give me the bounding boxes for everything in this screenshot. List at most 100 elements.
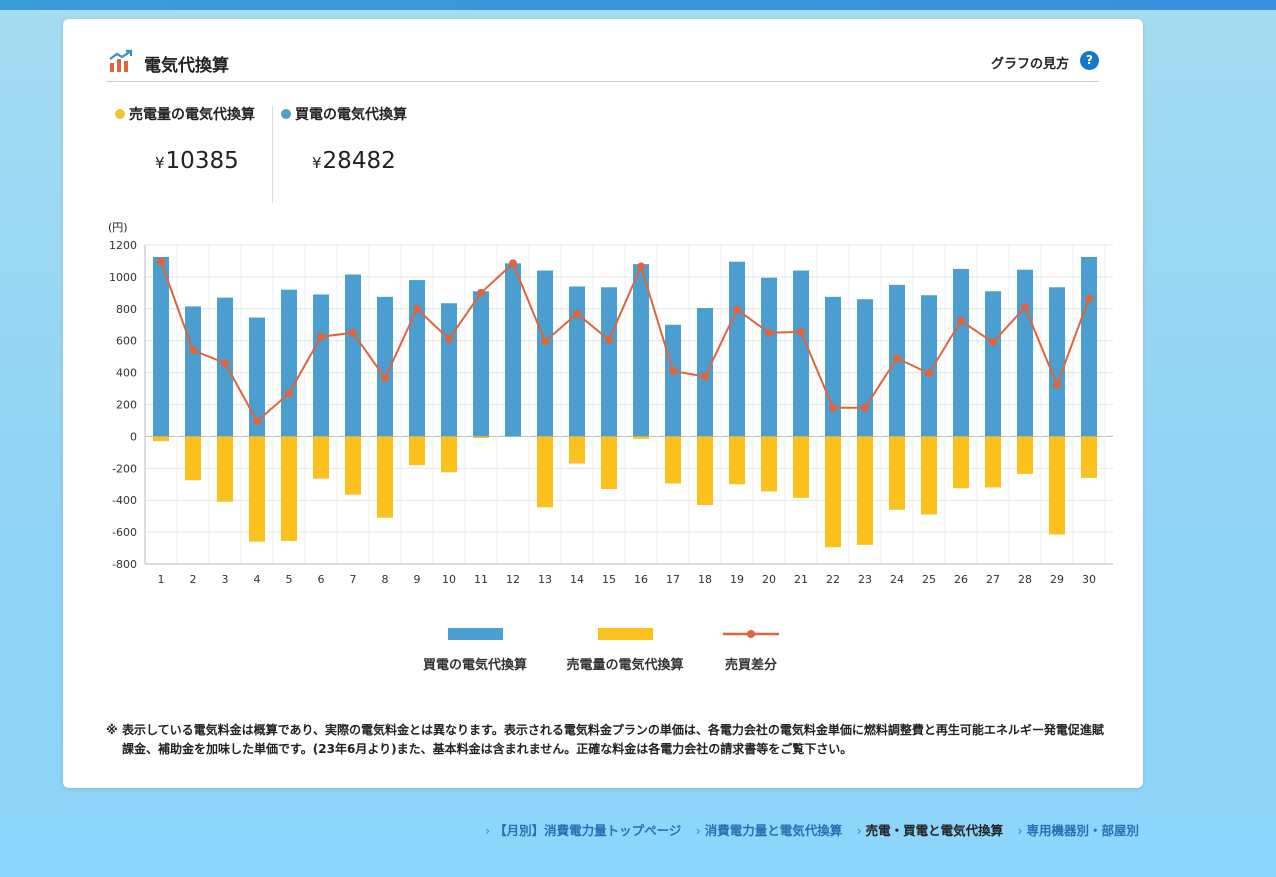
x-tick-label: 8 <box>382 573 389 586</box>
x-tick-label: 28 <box>1018 573 1032 586</box>
diff-point <box>893 354 901 363</box>
legend-buy[interactable]: 買電の電気代換算 <box>420 624 530 673</box>
x-tick-label: 10 <box>442 573 456 586</box>
breadcrumb-device-room[interactable]: › 専用機器別・部屋別 <box>1017 823 1139 838</box>
buy-bar <box>921 295 937 437</box>
breadcrumb-sell-buy-current: › 売電・買電と電気代換算 <box>856 823 1004 838</box>
buy-bar <box>185 306 201 437</box>
help-icon[interactable]: ? <box>1080 51 1099 70</box>
sell-bar <box>217 436 233 502</box>
legend-sell[interactable]: 売電量の電気代換算 <box>560 624 690 673</box>
x-tick-label: 17 <box>666 573 680 586</box>
sell-bar <box>249 436 265 542</box>
diff-point <box>925 369 933 378</box>
legend-sell-swatch <box>597 628 653 640</box>
card-header: 電気代換算 グラフの見方 ? <box>106 47 1099 82</box>
summary-divider <box>272 106 273 203</box>
graph-help-link[interactable]: グラフの見方 <box>990 57 1069 72</box>
buy-bar <box>281 289 297 437</box>
legend-diff[interactable]: 売買差分 <box>716 624 786 673</box>
x-tick-label: 23 <box>858 573 872 586</box>
sell-bar <box>185 436 201 481</box>
buy-bar <box>441 303 457 437</box>
sell-summary: 売電量の電気代換算 ¥10385 <box>115 104 265 204</box>
buy-summary-label: 買電の電気代換算 <box>281 104 431 124</box>
sell-summary-value: ¥10385 <box>155 148 239 174</box>
x-tick-label: 15 <box>602 573 616 586</box>
buy-bar <box>761 277 777 437</box>
sell-bar <box>825 436 841 548</box>
sell-bar <box>537 436 553 508</box>
sell-bar <box>409 436 425 466</box>
x-tick-label: 13 <box>538 573 552 586</box>
diff-point <box>1021 303 1029 312</box>
diff-point <box>573 309 581 318</box>
sell-bar <box>921 436 937 515</box>
x-tick-label: 5 <box>286 573 293 586</box>
buy-bar <box>537 270 553 437</box>
y-tick-label: 400 <box>116 367 137 380</box>
legend-buy-swatch <box>447 628 503 640</box>
breadcrumb-consumption-cost[interactable]: › 消費電力量と電気代換算 <box>695 823 843 838</box>
disclaimer-note: ※ 表示している電気料金は概算であり、実際の電気料金とは異なります。表示される電… <box>106 723 1104 756</box>
diff-point <box>989 338 997 347</box>
diff-point <box>1053 380 1061 389</box>
x-tick-label: 2 <box>190 573 197 586</box>
buy-summary: 買電の電気代換算 ¥28482 <box>281 104 431 204</box>
x-tick-label: 7 <box>350 573 357 586</box>
buy-bar <box>665 324 681 437</box>
x-tick-label: 21 <box>794 573 808 586</box>
sell-bar <box>601 436 617 490</box>
buy-bar <box>409 280 425 437</box>
buy-bar <box>345 274 361 437</box>
sell-bar <box>953 436 969 489</box>
diff-point <box>957 316 965 325</box>
x-tick-label: 4 <box>254 573 261 586</box>
sell-bar <box>473 436 489 438</box>
x-tick-label: 9 <box>414 573 421 586</box>
x-tick-label: 26 <box>954 573 968 586</box>
page-title: 電気代換算 <box>144 56 229 76</box>
buy-bar <box>1017 269 1033 437</box>
y-tick-label: 1000 <box>109 271 137 284</box>
chevron-right-icon: › <box>1017 823 1023 838</box>
x-tick-label: 11 <box>474 573 488 586</box>
buy-summary-value: ¥28482 <box>312 148 396 174</box>
diff-point <box>221 359 229 368</box>
sell-bar <box>345 436 361 495</box>
sell-bar <box>857 436 873 545</box>
diff-point <box>765 328 773 337</box>
buy-bar <box>505 263 521 437</box>
y-tick-label: -800 <box>112 558 137 571</box>
diff-point <box>189 346 197 355</box>
buy-bar <box>601 287 617 437</box>
diff-point <box>541 337 549 346</box>
x-tick-label: 30 <box>1082 573 1096 586</box>
diff-point <box>797 327 805 336</box>
buy-bar <box>473 291 489 437</box>
sell-summary-label: 売電量の電気代換算 <box>115 104 265 124</box>
diff-line <box>160 261 1090 423</box>
electricity-cost-card: 電気代換算 グラフの見方 ? 売電量の電気代換算 ¥10385 買電の電気代換算… <box>63 19 1143 788</box>
y-tick-label: 600 <box>116 335 137 348</box>
y-tick-label: -600 <box>112 526 137 539</box>
breadcrumb-monthly-top[interactable]: › 【月別】消費電力量トップページ <box>485 823 682 838</box>
x-tick-label: 14 <box>570 573 584 586</box>
sell-bar <box>697 436 713 505</box>
diff-point <box>253 417 261 426</box>
y-tick-label: -200 <box>112 462 137 475</box>
diff-point <box>829 403 837 412</box>
x-tick-label: 20 <box>762 573 776 586</box>
buy-bar <box>857 299 873 437</box>
sell-bar <box>569 436 585 464</box>
chevron-right-icon: › <box>485 823 491 838</box>
buy-bar <box>249 317 265 437</box>
sell-bar <box>761 436 777 492</box>
buy-dot-icon <box>281 109 291 119</box>
diff-point <box>1085 294 1093 303</box>
buy-bar <box>729 261 745 437</box>
y-tick-label: 0 <box>130 430 137 443</box>
x-tick-label: 24 <box>890 573 904 586</box>
diff-point <box>605 335 613 344</box>
